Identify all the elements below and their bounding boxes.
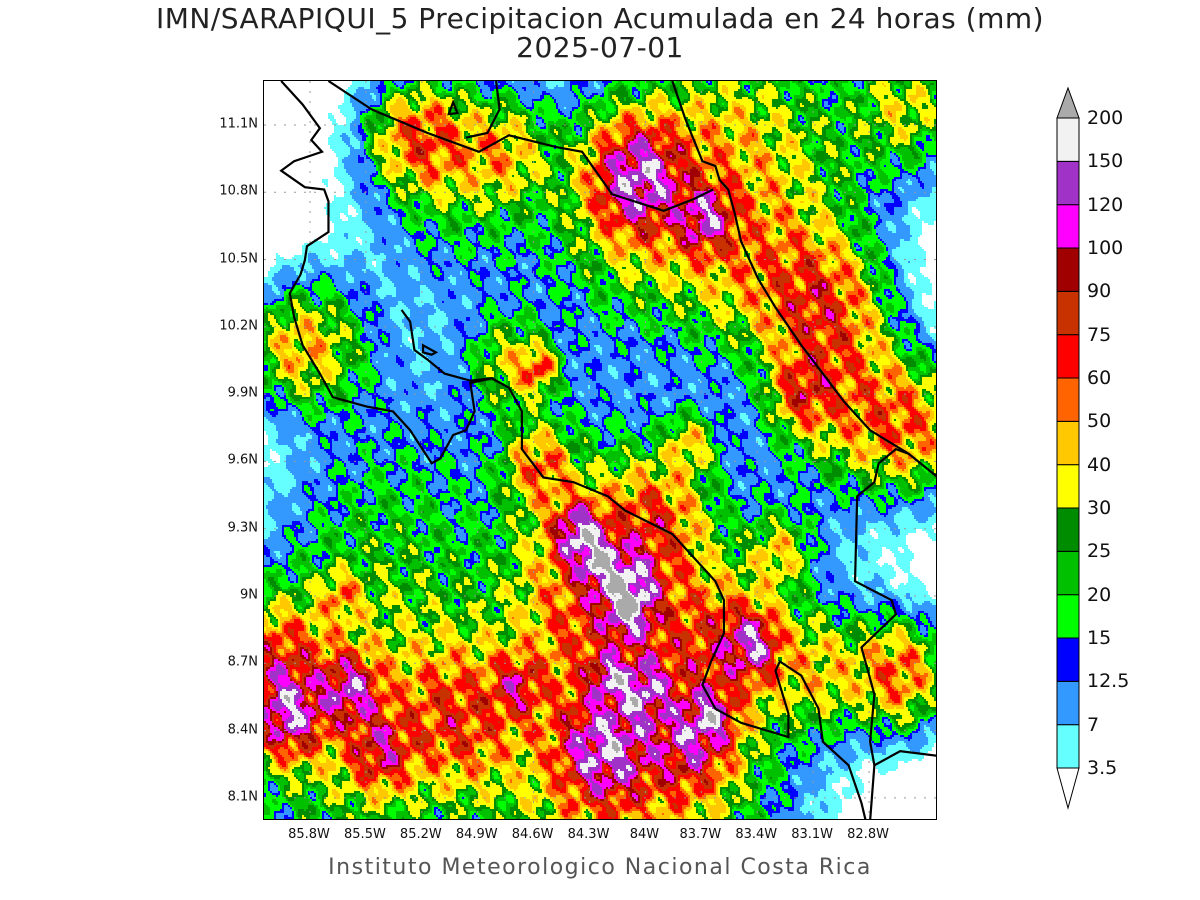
colorbar-box (1056, 377, 1080, 422)
colorbar-label: 20 (1087, 583, 1112, 606)
colorbar-label: 40 (1087, 453, 1112, 476)
y-tick-label: 10.2N (219, 318, 258, 334)
colorbar-box (1056, 637, 1080, 682)
x-tick-label: 85.8W (288, 827, 330, 842)
colorbar-label: 15 (1087, 627, 1112, 649)
grid-lines (264, 81, 937, 820)
colorbar-label: 75 (1087, 323, 1112, 346)
y-tick-label: 9N (240, 587, 258, 603)
x-tick-label: 84.3W (567, 827, 610, 842)
colorbar-box (1056, 680, 1080, 726)
colorbar-label: 100 (1087, 237, 1124, 259)
precipitation-map (263, 80, 937, 820)
colorbar-box (1056, 420, 1080, 466)
lake-nicaragua-shore (449, 81, 500, 138)
x-tick-label: 83.7W (679, 827, 722, 842)
x-tick-label: 82.8W (847, 827, 889, 842)
y-tick-label: 10.8N (219, 183, 258, 199)
colorbar-box (1056, 160, 1080, 206)
y-tick-label: 8.7N (227, 654, 258, 670)
colorbar-box (1056, 724, 1080, 769)
caribbean-coastline (672, 81, 937, 477)
colorbar-label: 120 (1087, 193, 1124, 216)
colorbar-box (1056, 594, 1080, 639)
colorbar-box (1056, 550, 1080, 596)
panama-coastline (870, 751, 937, 820)
colorbar-label: 200 (1087, 107, 1124, 129)
colorbar-label: 60 (1087, 367, 1112, 389)
y-tick-label: 9.3N (227, 520, 258, 536)
colorbar-box (1056, 204, 1080, 249)
x-tick-label: 83.1W (791, 827, 834, 842)
x-tick-label: 84W (629, 827, 660, 842)
colorbar-label: 150 (1087, 150, 1124, 173)
colorbar-label: 50 (1087, 410, 1112, 433)
footer-credit: Instituto Meteorologico Nacional Costa R… (328, 855, 872, 880)
x-tick-label: 85.5W (344, 827, 386, 842)
y-tick-label: 10.5N (219, 251, 258, 267)
colorbar-over-arrow (1056, 86, 1080, 119)
x-tick-label: 85.2W (399, 827, 442, 842)
x-tick-label: 83.4W (735, 827, 778, 842)
chart-title: IMN/SARAPIQUI_5 Precipitacion Acumulada … (155, 2, 1045, 35)
colorbar-label: 3.5 (1087, 757, 1118, 779)
colorbar-label: 12.5 (1087, 670, 1130, 693)
y-tick-label: 8.4N (227, 722, 258, 738)
colorbar-box (1056, 117, 1080, 162)
colorbar-label: 25 (1087, 540, 1112, 563)
colorbar-box (1056, 247, 1080, 292)
colorbar-box (1056, 464, 1080, 509)
map-overlay (264, 81, 937, 820)
colorbar-under-arrow (1056, 767, 1080, 810)
precipitation-field (264, 81, 936, 819)
pacific-coastline (281, 81, 866, 820)
colorbar-box (1056, 507, 1080, 552)
nicaragua-costa-rica-border (328, 81, 713, 211)
y-tick-label: 9.6N (227, 452, 258, 468)
colorbar-label: 30 (1087, 497, 1112, 519)
colorbar-label: 90 (1087, 280, 1112, 303)
y-tick-label: 8.1N (227, 789, 258, 805)
chart-date: 2025-07-01 (516, 31, 684, 64)
colorbar-label: 7 (1087, 713, 1100, 736)
colorbar-box (1056, 334, 1080, 379)
y-tick-label: 9.9N (227, 385, 258, 401)
y-tick-label: 11.1N (219, 116, 258, 132)
gulf-of-nicoya-coastline (402, 310, 492, 381)
x-tick-label: 84.6W (511, 827, 554, 842)
x-tick-label: 84.9W (455, 827, 498, 842)
colorbar-box (1056, 290, 1080, 336)
costa-rica-panama-border (855, 449, 909, 765)
